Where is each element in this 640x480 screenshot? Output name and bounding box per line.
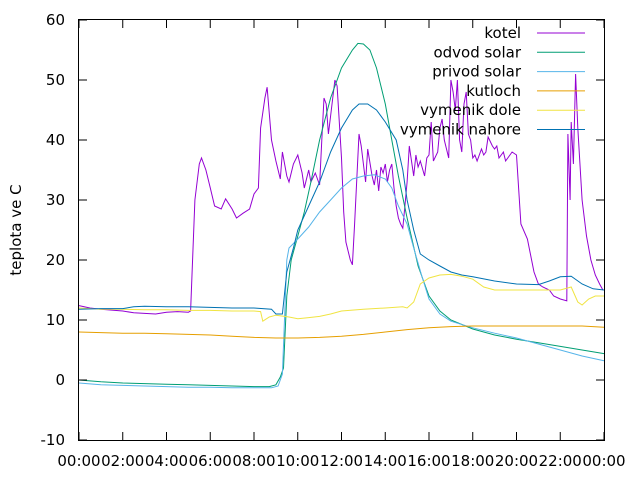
x-tick-label: 18:00 xyxy=(451,452,494,470)
x-tick-label: 02:00 xyxy=(101,452,144,470)
y-tick-label: 40 xyxy=(46,131,65,149)
x-tick-label: 10:00 xyxy=(276,452,319,470)
legend-label-privod-solar: privod solar xyxy=(432,63,522,81)
y-tick-label: -10 xyxy=(41,431,66,449)
legend-label-vymenik-nahore: vymenik nahore xyxy=(400,121,521,139)
y-tick-label: 10 xyxy=(46,311,65,329)
x-tick-label: 00:00 xyxy=(57,452,100,470)
y-axis-label: teplota ve C xyxy=(7,184,25,275)
x-tick-label: 08:00 xyxy=(232,452,275,470)
legend-label-vymenik-dole: vymenik dole xyxy=(420,101,521,119)
x-tick-label: 20:00 xyxy=(495,452,538,470)
y-tick-label: 50 xyxy=(46,71,65,89)
y-tick-label: 0 xyxy=(55,371,65,389)
y-tick-label: 20 xyxy=(46,251,65,269)
plot-lines xyxy=(78,42,605,389)
series-line-odvod-solar xyxy=(78,42,605,388)
plot-frame xyxy=(78,19,605,441)
series-line-privod-solar xyxy=(78,174,605,389)
y-tick-label: 30 xyxy=(46,191,65,209)
legend-label-odvod-solar: odvod solar xyxy=(433,43,521,61)
x-tick-label: 16:00 xyxy=(407,452,450,470)
x-tick-label: 00:00 xyxy=(582,452,625,470)
x-tick-label: 12:00 xyxy=(320,452,363,470)
legend-label-kotel: kotel xyxy=(484,24,521,42)
x-tick-label: 06:00 xyxy=(189,452,232,470)
series-line-vymenik-nahore xyxy=(78,103,605,315)
series-line-vymenik-dole xyxy=(78,273,604,323)
series-line-kotel xyxy=(78,73,604,315)
legend-label-kutloch: kutloch xyxy=(466,82,521,100)
x-tick-label: 22:00 xyxy=(539,452,582,470)
x-tick-label: 14:00 xyxy=(364,452,407,470)
y-tick-label: 60 xyxy=(46,11,65,29)
series-line-kutloch xyxy=(78,325,605,339)
x-tick-label: 04:00 xyxy=(145,452,188,470)
